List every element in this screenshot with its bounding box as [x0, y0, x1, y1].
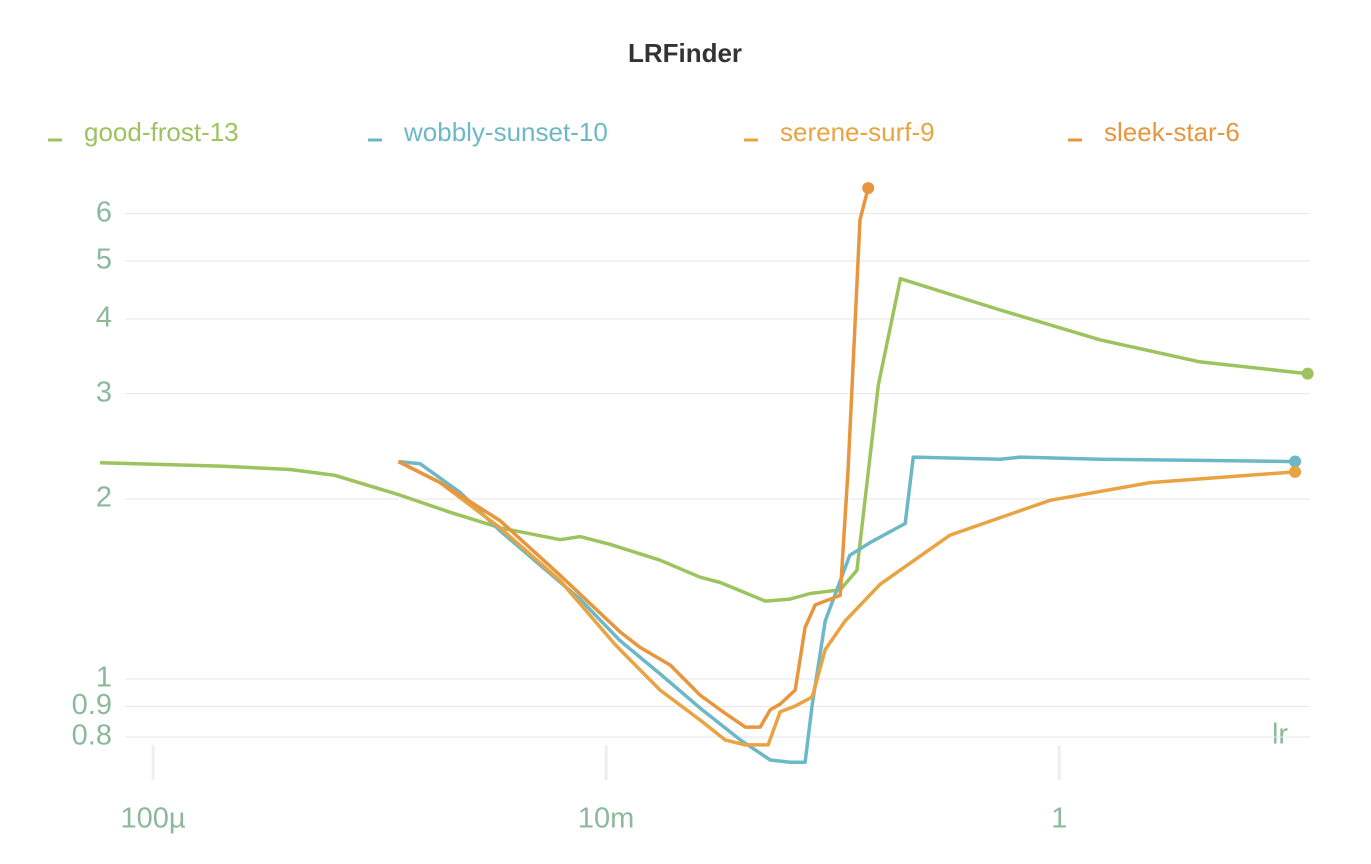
series-line — [397, 187, 870, 729]
legend-label: wobbly-sunset-10 — [403, 117, 608, 147]
y-tick-label: 0.9 — [72, 689, 112, 721]
legend-label: good-frost-13 — [84, 117, 239, 147]
legend-label: sleek-star-6 — [1104, 117, 1240, 147]
x-tick-label: 1 — [1051, 803, 1067, 835]
y-tick-label: 4 — [96, 302, 112, 334]
y-tick-label: 6 — [96, 196, 112, 228]
legend-item: good-frost-13 — [48, 117, 239, 147]
x-tick-label: 10m — [578, 803, 634, 835]
x-tick-label: 100µ — [121, 803, 186, 835]
legend-label: serene-surf-9 — [780, 117, 935, 147]
end-point — [1301, 367, 1314, 380]
y-tick-label: 1 — [96, 662, 112, 694]
y-tick-label: 2 — [96, 482, 112, 514]
end-point — [862, 182, 875, 195]
legend-item: sleek-star-6 — [1068, 117, 1240, 147]
legend-item: wobbly-sunset-10 — [368, 117, 608, 147]
y-tick-label: 0.8 — [72, 720, 112, 752]
legend-item: serene-surf-9 — [744, 117, 935, 147]
x-axis-label: lr — [1272, 719, 1288, 751]
y-tick-label: 3 — [96, 376, 112, 408]
chart-title: LRFinder — [628, 38, 742, 68]
series-line — [99, 276, 1308, 603]
end-point — [1289, 455, 1302, 468]
end-point — [1289, 465, 1302, 478]
y-tick-label: 5 — [96, 244, 112, 276]
series-line — [397, 460, 1296, 747]
